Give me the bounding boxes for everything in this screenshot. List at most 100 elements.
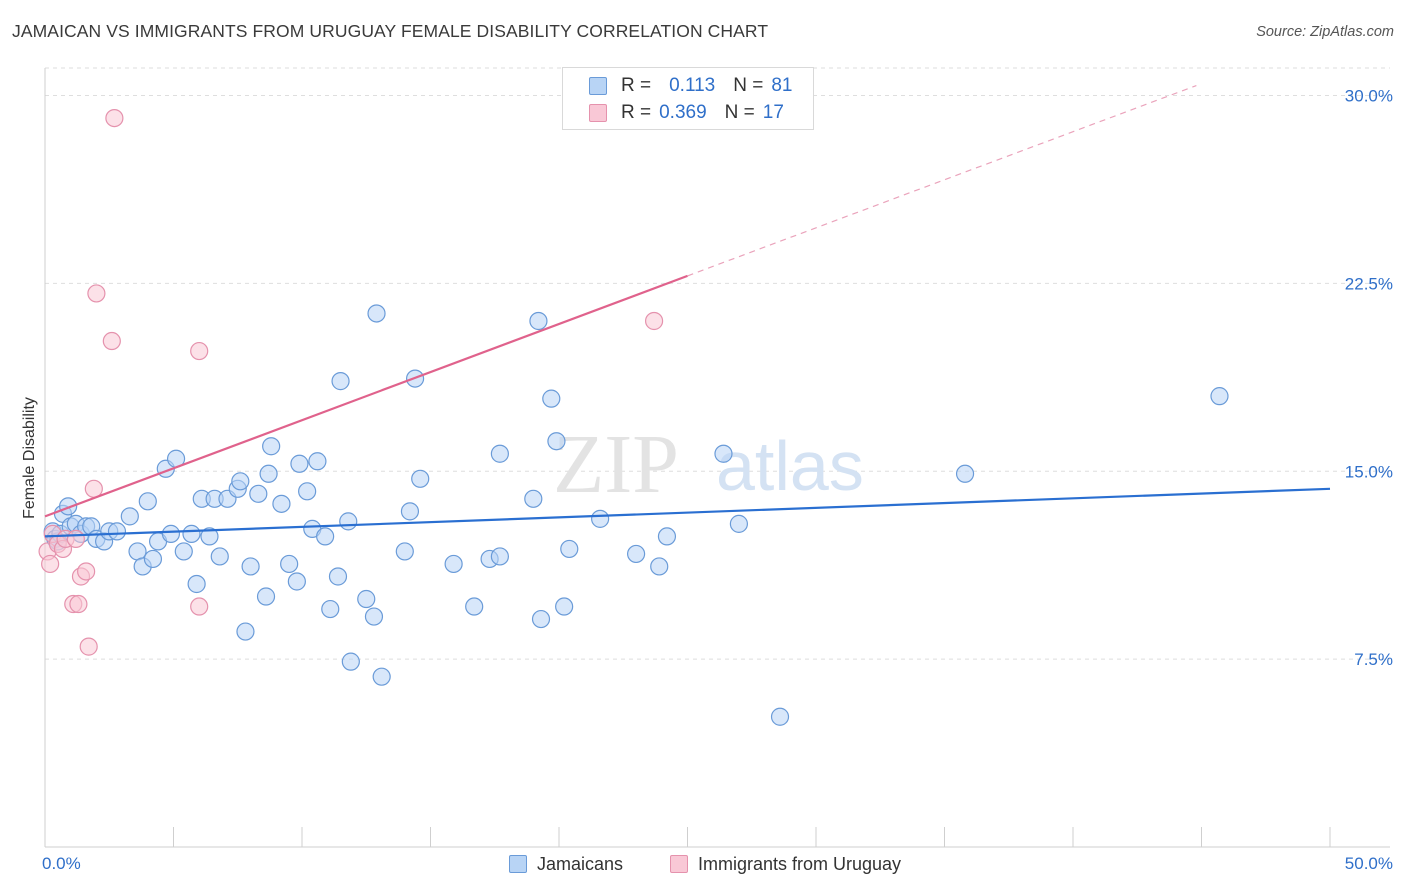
jamaicans-point <box>364 607 384 626</box>
n-label: N = <box>724 102 755 123</box>
legend-swatch-jamaicans <box>509 855 527 873</box>
jamaicans-point <box>241 557 260 576</box>
n-value: 81 <box>771 75 793 96</box>
jamaicans-point <box>395 542 414 561</box>
y-axis-label: Female Disability <box>21 397 38 519</box>
legend-swatch-uruguay <box>670 855 688 873</box>
uruguay-point <box>69 594 88 614</box>
jamaicans-point <box>770 707 790 726</box>
x-tick-label: 0.0% <box>42 854 81 873</box>
legend-item-uruguay: Immigrants from Uruguay <box>670 851 901 877</box>
stats-legend: R = 0.113 N = 81 R = 0.369 N = 17 <box>562 67 814 130</box>
jamaicans-point <box>1210 387 1229 406</box>
jamaicans-point <box>357 589 376 609</box>
tick-labels: 7.5% 15.0% 22.5% 30.0% 0.0% 50.0% <box>42 87 1393 873</box>
jamaicans-point <box>262 437 281 456</box>
jamaicans-point <box>465 597 484 616</box>
uruguay-point <box>41 554 60 574</box>
jamaicans-point <box>542 389 561 408</box>
jamaicans-point <box>444 554 463 574</box>
jamaicans-point <box>714 444 733 463</box>
y-tick-label: 15.0% <box>1345 462 1393 481</box>
uruguay-point <box>105 108 124 128</box>
jamaicans-point <box>231 472 250 491</box>
legend-label-uruguay: Immigrants from Uruguay <box>698 853 902 874</box>
jamaicans-point <box>200 527 219 546</box>
chart-title: JAMAICAN VS IMMIGRANTS FROM URUGUAY FEMA… <box>12 21 769 41</box>
jamaicans-point <box>657 527 677 546</box>
jamaicans-point <box>59 497 78 516</box>
watermark-zip: ZIP <box>553 418 679 511</box>
trend-lines <box>44 84 1331 538</box>
watermark-atlas: atlas <box>716 427 864 505</box>
series-uruguay-points <box>38 108 664 656</box>
jamaicans-point <box>955 464 975 483</box>
jamaicans-point <box>529 311 548 331</box>
r-value: 0.113 <box>669 75 716 96</box>
jamaicans-point <box>547 432 566 451</box>
jamaicans-point <box>555 597 574 616</box>
jamaicans-point <box>249 484 268 503</box>
jamaicans-point <box>531 609 551 629</box>
uruguay-point <box>66 529 85 549</box>
jamaicans-point <box>138 492 157 511</box>
jamaicans-point <box>259 464 278 483</box>
jamaicans-point <box>524 489 543 508</box>
uruguay-point <box>77 562 96 581</box>
jamaicans-point <box>729 514 749 533</box>
r-label: R = <box>621 75 652 96</box>
jamaicans-point <box>328 567 348 586</box>
jamaicans-point <box>107 522 127 541</box>
uruguay-trend-line <box>44 274 688 518</box>
jamaicans-point <box>256 587 276 606</box>
axes <box>44 68 1390 848</box>
jamaicans-point <box>174 542 193 561</box>
jamaicans-point <box>128 542 147 561</box>
uruguay-trend-extension <box>687 84 1197 277</box>
jamaicans-point <box>341 652 360 671</box>
y-tick-label: 30.0% <box>1345 87 1393 106</box>
jamaicans-point <box>560 539 579 559</box>
legend-item-jamaicans: Jamaicans <box>509 851 623 877</box>
n-label: N = <box>733 75 764 96</box>
jamaicans-point <box>490 444 509 463</box>
uruguay-point <box>190 597 209 616</box>
stats-row-jamaicans: R = 0.113 N = 81 <box>589 73 793 99</box>
jamaicans-point <box>626 544 646 564</box>
jamaicans-point <box>280 554 299 574</box>
y-tick-label: 22.5% <box>1345 274 1393 293</box>
jamaicans-point <box>316 527 335 546</box>
uruguay-point <box>102 331 121 351</box>
jamaicans-point <box>182 524 201 543</box>
jamaicans-trend-line <box>44 487 1331 538</box>
watermark: ZIP atlas <box>553 418 864 511</box>
jamaicans-point <box>367 304 386 323</box>
y-tick-label: 7.5% <box>1354 650 1393 669</box>
x-tick-label: 50.0% <box>1345 854 1393 873</box>
source-label: Source: ZipAtlas.com <box>1256 24 1394 40</box>
jamaicans-point <box>411 469 430 488</box>
jamaicans-point <box>308 452 327 471</box>
jamaicans-point <box>591 509 610 528</box>
jamaicans-point <box>331 372 350 391</box>
uruguay-point <box>190 341 209 361</box>
r-value: 0.369 <box>659 102 707 123</box>
jamaicans-point <box>272 494 291 513</box>
jamaicans-point <box>236 622 255 641</box>
jamaicans-point <box>290 454 309 473</box>
uruguay-point <box>644 311 664 331</box>
uruguay-point <box>87 284 106 303</box>
jamaicans-point <box>287 572 306 591</box>
uruguay-point <box>79 637 98 656</box>
jamaicans-point <box>339 512 358 531</box>
jamaicans-point <box>187 574 206 594</box>
legend-swatch-uruguay <box>589 104 607 122</box>
stats-row-uruguay: R = 0.369 N = 17 <box>589 100 784 126</box>
jamaicans-point <box>400 502 420 521</box>
r-label: R = <box>621 102 652 123</box>
jamaicans-point <box>210 547 229 566</box>
jamaicans-point <box>120 507 139 526</box>
jamaicans-point <box>490 547 509 566</box>
jamaicans-point <box>298 482 317 501</box>
